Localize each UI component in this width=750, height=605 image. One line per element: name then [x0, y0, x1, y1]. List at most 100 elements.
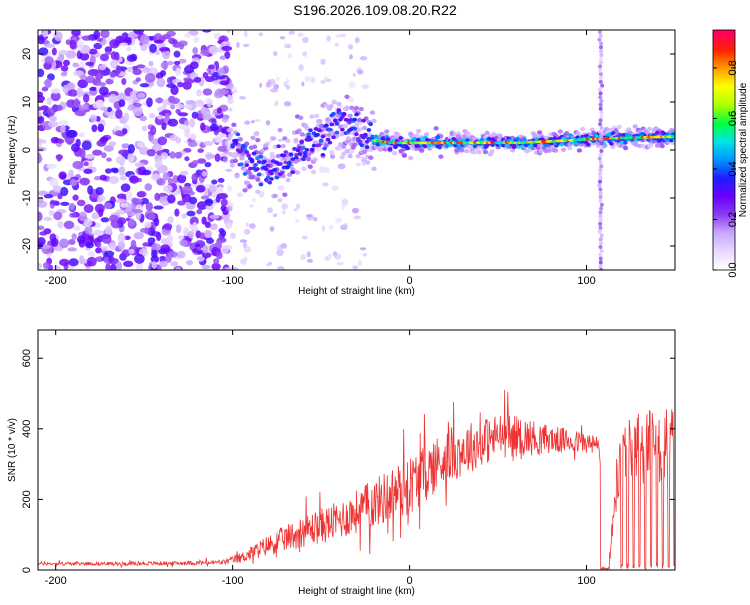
heatmap-noise-blob [119, 42, 129, 47]
heatmap-noise-blob [121, 78, 127, 86]
heatmap-noise-blob [362, 253, 368, 257]
heatmap-noise-blob [162, 184, 173, 193]
heatmap-noise-blob [109, 39, 120, 49]
heatmap-noise-blob [104, 46, 113, 53]
heatmap-ridge-blob [384, 129, 390, 134]
heatmap-ridge-blob [479, 137, 485, 142]
heatmap-noise-blob [98, 86, 109, 96]
heatmap-noise-blob [93, 42, 103, 50]
heatmap-noise-blob [265, 120, 271, 126]
heatmap-noise-blob [38, 211, 43, 222]
heatmap-noise-blob [69, 212, 77, 218]
heatmap-y-tick-label: 0 [21, 147, 33, 153]
heatmap-ridge-blob [361, 149, 368, 155]
heatmap-ridge-blob [522, 137, 527, 142]
heatmap-noise-blob [50, 91, 61, 102]
heatmap-ridge-blob [281, 165, 287, 170]
heatmap-noise-blob [53, 265, 61, 270]
colorbar-tick-label: 0.4 [727, 161, 739, 176]
heatmap-noise-blob [127, 152, 135, 162]
heatmap-ridge-blob [233, 138, 239, 143]
heatmap-noise-blob [87, 250, 96, 257]
heatmap-noise-blob [218, 227, 225, 234]
heatmap-noise-blob [189, 118, 195, 128]
heatmap-noise-blob [190, 133, 197, 141]
heatmap-noise-blob [38, 138, 44, 144]
heatmap-noise-blob [120, 183, 131, 192]
heatmap-noise-blob [89, 114, 97, 123]
colorbar-swatch [713, 122, 735, 125]
heatmap-ridge-blob [369, 110, 376, 115]
heatmap-noise-blob [258, 191, 265, 198]
heatmap-noise-blob [269, 78, 276, 86]
heatmap-noise-blob [167, 194, 176, 204]
colorbar-swatch [713, 228, 735, 231]
heatmap-noise-blob [157, 136, 168, 146]
heatmap-noise-blob [158, 47, 170, 52]
heatmap-ridge-blob [515, 136, 520, 141]
heatmap-ridge-blob [459, 148, 465, 153]
heatmap-ridge-blob [293, 139, 299, 144]
heatmap-vertical-band [599, 233, 604, 238]
heatmap-ridge-blob [317, 143, 322, 147]
heatmap-noise-blob [118, 149, 129, 156]
heatmap-vertical-band [598, 76, 603, 80]
colorbar-frame [712, 29, 736, 271]
heatmap-noise-blob [91, 124, 98, 133]
heatmap-noise-blob [110, 59, 119, 69]
heatmap-noise-blob [147, 237, 156, 244]
heatmap-ridge-blob [308, 128, 313, 133]
colorbar-swatch [713, 176, 735, 179]
colorbar-swatch [713, 30, 735, 33]
colorbar-swatch [713, 78, 735, 81]
heatmap-ridge-blob [419, 136, 425, 141]
heatmap-noise-blob [160, 244, 171, 253]
heatmap-noise-blob [188, 196, 198, 205]
heatmap-noise-blob [204, 161, 212, 168]
heatmap-noise-blob [218, 88, 229, 95]
heatmap-ridge-blob [658, 137, 664, 142]
heatmap-noise-blob [53, 211, 63, 221]
heatmap-noise-blob [211, 118, 217, 126]
heatmap-ridge-blob [318, 138, 324, 143]
heatmap-ridge-blob [237, 137, 243, 142]
heatmap-ridge-blob [352, 142, 358, 147]
heatmap-noise-blob [184, 32, 192, 39]
heatmap-noise-blob [175, 108, 181, 114]
heatmap-vertical-band [598, 68, 603, 73]
heatmap-ridge-blob [552, 136, 557, 141]
heatmap-noise-blob [184, 132, 192, 139]
snr-y-tick-label: 0 [21, 567, 33, 573]
colorbar-swatch [713, 56, 735, 59]
heatmap-ridge-blob [276, 144, 281, 149]
heatmap-ridge-blob [331, 111, 336, 116]
heatmap-ridge-blob [232, 158, 239, 164]
heatmap-ridge-blob [271, 154, 277, 160]
heatmap-ridge-blob [280, 143, 286, 149]
heatmap-noise-blob [126, 46, 132, 52]
heatmap-noise-blob [139, 115, 147, 122]
heatmap-ridge-blob [349, 105, 355, 111]
heatmap-ridge-blob [330, 154, 336, 159]
colorbar-swatch [713, 256, 735, 259]
heatmap-noise-blob [178, 124, 189, 130]
heatmap-noise-blob [185, 79, 195, 84]
heatmap-ridge-blob [393, 145, 398, 150]
heatmap-noise-blob [347, 43, 353, 50]
heatmap-ridge-blob [559, 142, 565, 147]
heatmap-noise-blob [220, 245, 230, 254]
heatmap-ridge-blob [386, 137, 391, 142]
heatmap-vertical-band [599, 114, 604, 119]
heatmap-noise-blob [167, 118, 179, 127]
heatmap-noise-blob [305, 213, 313, 218]
colorbar-swatch [713, 150, 735, 153]
heatmap-noise-blob [98, 64, 107, 71]
heatmap-noise-blob [286, 44, 291, 49]
heatmap-noise-blob [108, 141, 117, 147]
heatmap-noise-blob [176, 250, 186, 259]
heatmap-noise-blob [149, 43, 157, 53]
heatmap-noise-blob [236, 41, 240, 49]
heatmap-noise-blob [44, 56, 54, 65]
heatmap-ridge-blob [338, 111, 343, 116]
heatmap-ridge-blob [632, 124, 638, 129]
